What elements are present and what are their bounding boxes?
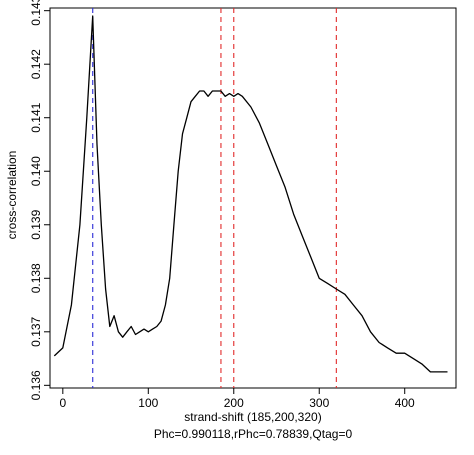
plot-frame <box>49 7 457 389</box>
y-tick-label-6: 0.142 <box>29 49 43 79</box>
plot-area <box>49 7 457 389</box>
series-line-0 <box>53 15 448 373</box>
marker-lines <box>92 8 337 388</box>
y-axis: 0.136 0.137 0.138 0.139 0.140 0.141 0.142 0.143 <box>29 0 50 400</box>
y-tick-label-0: 0.136 <box>29 370 43 400</box>
x-tick-label-300: 300 <box>309 396 329 410</box>
y-tick-label-5: 0.141 <box>29 102 43 132</box>
footnote-stats: Phc=0.990118,rPhc=0.78839,Qtag=0 <box>154 427 353 441</box>
y-tick-label-7: 0.143 <box>29 0 43 26</box>
y-tick-label-4: 0.140 <box>29 156 43 186</box>
x-tick-label-400: 400 <box>395 396 415 410</box>
y-tick-label-2: 0.138 <box>29 263 43 293</box>
x-tick-label-0: 0 <box>59 396 66 410</box>
y-tick-label-3: 0.139 <box>29 209 43 239</box>
y-tick-label-1: 0.137 <box>29 316 43 346</box>
x-axis-title: strand-shift (185,200,320) <box>184 410 321 424</box>
x-tick-label-100: 100 <box>138 396 158 410</box>
x-axis: 0 100 200 300 400 <box>59 388 415 410</box>
y-axis-title: cross-correlation <box>5 151 19 240</box>
x-tick-label-200: 200 <box>224 396 244 410</box>
series-layer <box>53 15 448 373</box>
